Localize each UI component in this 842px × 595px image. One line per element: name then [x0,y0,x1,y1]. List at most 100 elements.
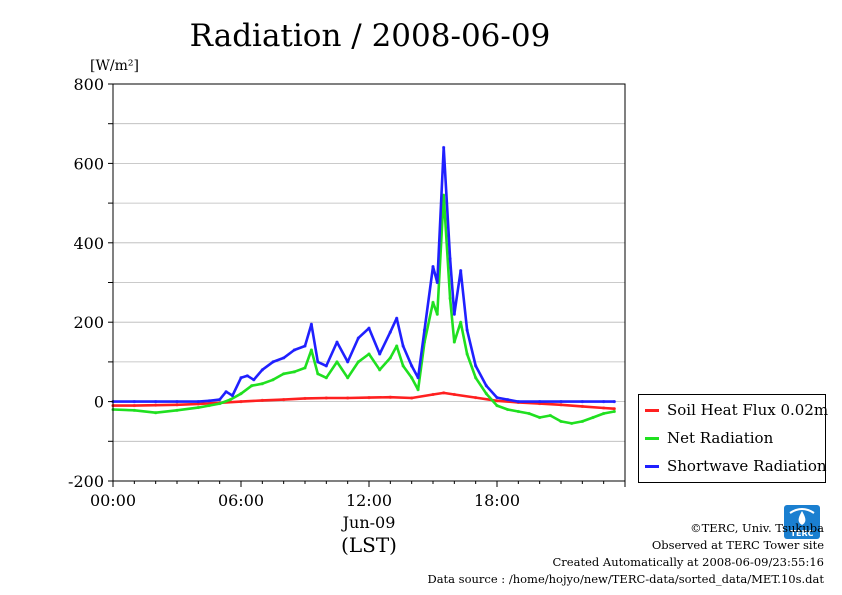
data-point [239,400,243,404]
logo-text: TERC [791,529,814,538]
data-point [271,360,275,364]
data-point [580,419,584,424]
data-point [324,364,328,368]
data-point [303,396,307,401]
footer-created: Created Automatically at 2008-06-09/23:5… [552,555,825,569]
data-point [175,400,179,404]
data-point [602,406,606,410]
data-point [388,395,392,399]
data-point [303,366,307,370]
data-point [282,372,286,376]
data-point [506,398,510,402]
plot-series [111,145,616,426]
data-point [292,370,296,374]
data-point [452,392,456,397]
data-point [196,405,200,410]
data-point [388,356,392,360]
data-point [346,360,350,364]
data-point [356,360,360,364]
data-point [431,265,435,269]
x-tick-label: 00:00 [90,491,136,510]
data-point [516,400,520,404]
series-line-soil-heat-flux-0-02m [111,391,616,411]
data-point [602,400,606,404]
legend-swatch-net-radiation [645,437,659,440]
data-point [410,396,414,400]
data-point [495,396,499,400]
data-point [239,392,243,396]
data-point [388,330,392,334]
data-point [367,352,371,356]
data-point [448,296,452,300]
data-point [395,344,399,348]
data-point [548,413,552,418]
data-point [154,411,158,415]
data-point [580,404,584,408]
data-point [495,403,499,408]
data-point [303,344,307,348]
terc-logo-icon: TERC [784,505,820,539]
data-point [282,398,286,402]
x-date-label: Jun-09 [341,513,396,532]
data-point [292,348,296,352]
data-point [416,388,420,392]
data-point [252,378,256,382]
legend-swatch-shortwave-radiation [645,465,659,468]
data-point [431,392,435,397]
data-point [448,257,452,261]
data-point [459,320,463,324]
data-point [559,419,563,424]
data-point [435,312,439,316]
data-point [465,352,469,356]
data-point [442,391,446,395]
data-point [378,352,382,356]
data-point [452,312,456,316]
data-point [527,411,531,416]
data-point [559,403,563,407]
data-point [516,409,520,414]
data-point [442,145,446,150]
data-point [346,376,350,380]
data-point [154,400,158,404]
chart-title: Radiation / 2008-06-09 [190,18,551,54]
data-point [422,328,427,332]
data-point [459,268,463,273]
y-tick-label: 400 [73,234,104,253]
data-point [591,415,595,420]
x-tick-label: 06:00 [218,491,264,510]
data-point [132,403,136,408]
data-point [175,403,179,407]
legend-swatch-soil-heat-flux [645,409,659,412]
data-point [230,394,235,398]
data-point [316,360,320,364]
data-point [465,328,469,332]
footer-source: Data source : /home/hojyo/new/TERC-data/… [427,572,824,586]
data-point [474,376,478,380]
data-point [218,401,222,406]
series-line-shortwave-radiation [111,146,616,403]
data-point [218,398,222,402]
data-point [612,400,616,404]
data-point [612,407,616,411]
data-point [367,326,371,330]
data-point [207,403,211,408]
data-point [245,374,249,378]
data-point [132,408,136,412]
data-point [410,376,414,380]
data-point [309,348,313,352]
data-point [271,378,275,382]
data-point [484,384,488,388]
data-point [538,415,542,420]
data-point [506,407,510,412]
data-point [570,421,574,426]
data-point [474,396,478,400]
x-axis-label: (LST) [341,533,397,557]
legend-label: Shortwave Radiation [667,457,827,475]
legend-label: Net Radiation [667,429,774,447]
y-tick-label: 200 [73,313,104,332]
x-ticks: 00:00 06:00 12:00 18:00 [90,481,626,510]
data-point [356,336,360,340]
y-tick-label: 600 [73,154,104,173]
footer-observed: Observed at TERC Tower site [651,538,824,552]
